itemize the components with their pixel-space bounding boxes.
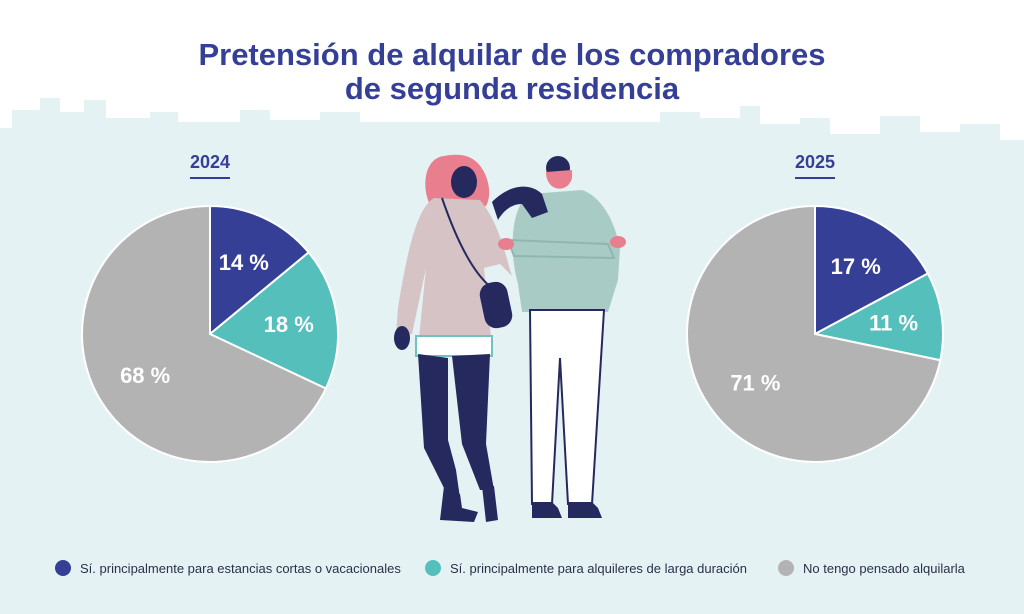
pie-slice-2025-long_term	[812, 272, 944, 362]
legend-label-long-term: Sí. principalmente para alquileres de la…	[450, 560, 748, 576]
couple-illustration	[394, 154, 626, 522]
pie-label-2024-no: 68 %	[120, 363, 170, 388]
pie-slice-2024-long_term	[208, 251, 339, 390]
legend-dot-long-term	[425, 560, 441, 576]
year-label-2025: 2025	[775, 152, 855, 179]
pie-label-2025-long_term: 11 %	[869, 311, 918, 336]
year-label-2024: 2024	[170, 152, 250, 179]
pie-label-2025-no: 71 %	[730, 370, 780, 395]
legend-dot-no	[778, 560, 794, 576]
title-line-1: Pretensión de alquilar de los compradore…	[198, 37, 826, 72]
legend-label-no: No tengo pensado alquilarla	[803, 560, 965, 576]
year-2025-text: 2025	[794, 152, 836, 179]
pie-label-2024-short_term: 14 %	[219, 250, 269, 275]
pie-slice-2024-short_term	[209, 204, 311, 337]
pie-slice-2025-short_term	[814, 204, 930, 336]
legend-label-short-term: Sí. principalmente para estancias cortas…	[80, 560, 401, 576]
year-2024-text: 2024	[189, 152, 231, 179]
pie-label-2024-long_term: 18 %	[264, 312, 314, 337]
pie-chart-2025: 17 % 11 % 71 %	[686, 204, 944, 463]
legend-dot-short-term	[55, 560, 71, 576]
chart-title: Pretensión de alquilar de los compradore…	[0, 38, 1024, 106]
legend-item-no: No tengo pensado alquilarla	[778, 560, 965, 576]
pie-label-2025-short_term: 17 %	[831, 254, 881, 279]
legend-item-long-term: Sí. principalmente para alquileres de la…	[425, 560, 747, 576]
legend-item-short-term: Sí. principalmente para estancias cortas…	[55, 560, 401, 576]
pie-slice-2024-no	[81, 204, 328, 463]
title-line-2: de segunda residencia	[344, 71, 680, 106]
pie-chart-2024: 14 % 18 % 68 %	[81, 204, 339, 463]
pie-slice-2025-no	[686, 204, 942, 463]
legend: Sí. principalmente para estancias cortas…	[0, 560, 1024, 584]
